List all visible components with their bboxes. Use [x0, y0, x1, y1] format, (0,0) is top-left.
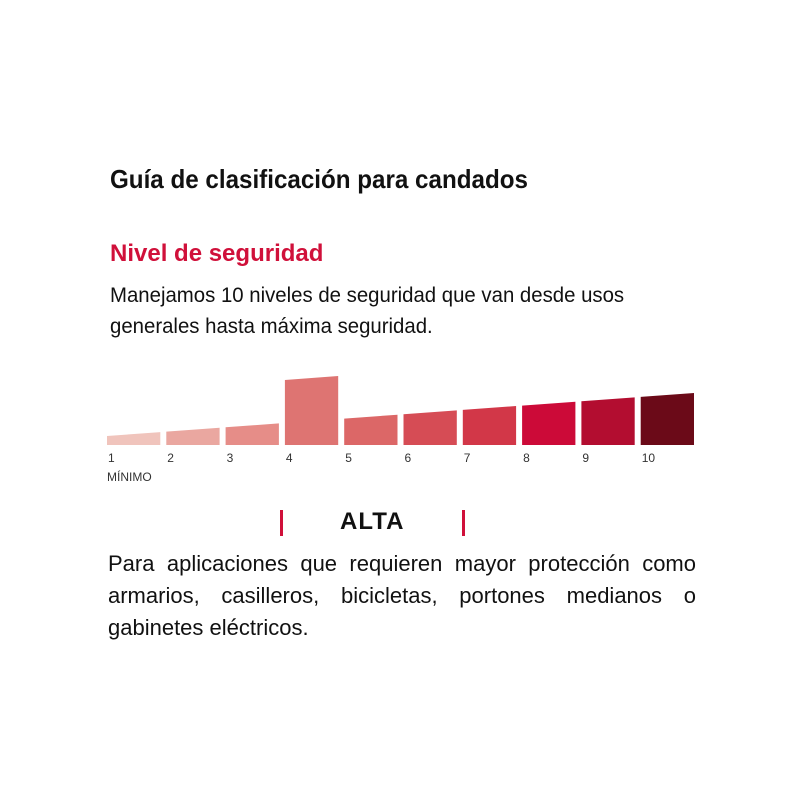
page-title: Guía de clasificación para candados — [110, 164, 528, 194]
bar-level-7 — [462, 406, 517, 445]
level-marker-right — [462, 510, 465, 536]
tick-label: 3 — [227, 451, 234, 465]
tick-label: 7 — [464, 451, 471, 465]
level-description: Para aplicaciones que requieren mayor pr… — [108, 551, 696, 640]
bar-level-2 — [166, 427, 220, 445]
bar-level-9 — [581, 397, 635, 445]
level-marker-left — [280, 510, 283, 536]
bar-level-4 — [284, 376, 339, 445]
tick-label: 9 — [582, 451, 589, 465]
tick-label: 6 — [405, 451, 412, 465]
level-name: ALTA — [340, 508, 405, 535]
tick-label: 4 — [286, 451, 293, 465]
bar-level-1 — [107, 432, 161, 445]
tick-label: 8 — [523, 451, 530, 465]
bar-level-3 — [225, 423, 279, 445]
bar-level-8 — [522, 401, 576, 445]
tick-label: 10 — [642, 451, 656, 465]
bar-level-10 — [640, 393, 694, 445]
bar-level-6 — [403, 410, 457, 445]
tick-label: 1 — [108, 451, 115, 465]
tick-label: 5 — [345, 451, 352, 465]
section-subtitle: Nivel de seguridad — [110, 240, 324, 267]
tick-label: 2 — [167, 451, 174, 465]
bar-level-5 — [344, 414, 398, 445]
intro-text: Manejamos 10 niveles de seguridad que va… — [110, 284, 625, 338]
min-label: MÍNIMO — [107, 469, 152, 484]
